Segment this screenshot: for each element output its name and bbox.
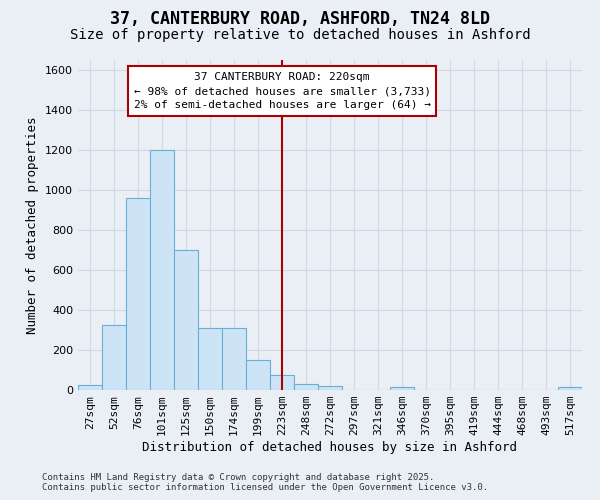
Bar: [558, 387, 582, 390]
Bar: [222, 328, 246, 390]
Bar: [78, 385, 102, 390]
Bar: [270, 375, 294, 390]
X-axis label: Distribution of detached houses by size in Ashford: Distribution of detached houses by size …: [143, 441, 517, 454]
Text: Contains HM Land Registry data © Crown copyright and database right 2025.
Contai: Contains HM Land Registry data © Crown c…: [42, 473, 488, 492]
Bar: [318, 386, 342, 390]
Bar: [390, 387, 414, 390]
Y-axis label: Number of detached properties: Number of detached properties: [26, 116, 40, 334]
Text: 37 CANTERBURY ROAD: 220sqm
← 98% of detached houses are smaller (3,733)
2% of se: 37 CANTERBURY ROAD: 220sqm ← 98% of deta…: [133, 72, 431, 110]
Text: Size of property relative to detached houses in Ashford: Size of property relative to detached ho…: [70, 28, 530, 42]
Bar: [102, 325, 126, 390]
Bar: [126, 198, 150, 390]
Bar: [246, 360, 270, 390]
Bar: [174, 250, 198, 390]
Text: 37, CANTERBURY ROAD, ASHFORD, TN24 8LD: 37, CANTERBURY ROAD, ASHFORD, TN24 8LD: [110, 10, 490, 28]
Bar: [150, 150, 174, 390]
Bar: [294, 384, 318, 390]
Bar: [198, 328, 222, 390]
